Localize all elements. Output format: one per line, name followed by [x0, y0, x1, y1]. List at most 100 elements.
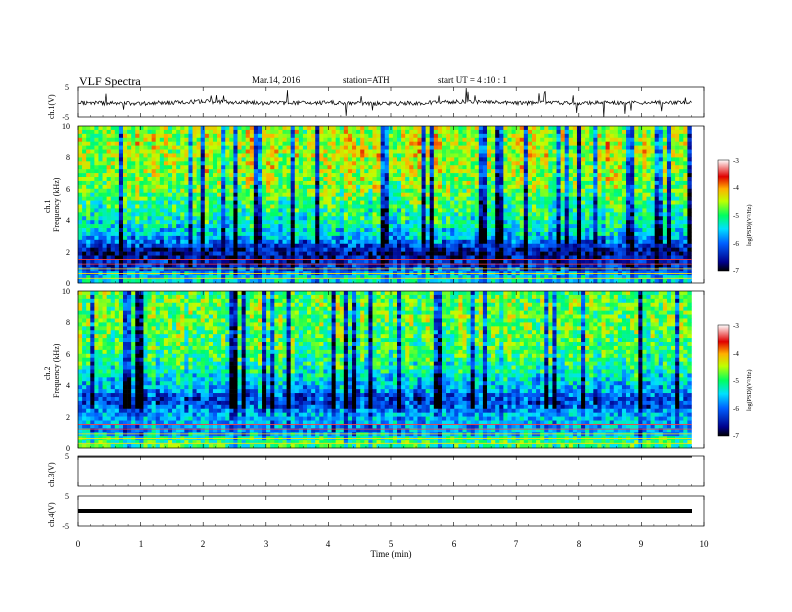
- spectrogram-cell: [442, 200, 447, 205]
- spectrogram-cell: [499, 149, 504, 154]
- spectrogram-cell: [155, 153, 161, 158]
- spectrogram-cell: [131, 141, 136, 146]
- spectrogram-cell: [515, 157, 521, 162]
- spectrogram-cell: [466, 192, 471, 197]
- spectrogram-cell: [147, 239, 152, 245]
- spectrogram-cell: [658, 129, 664, 135]
- spectrogram-cell: [249, 192, 255, 197]
- spectrogram-cell: [257, 129, 263, 135]
- spectrogram-cell: [163, 228, 169, 233]
- spectrogram-cell: [401, 161, 406, 166]
- spectrogram-cell: [347, 251, 353, 256]
- spectrogram-cell: [626, 129, 631, 135]
- spectrogram-cell: [98, 251, 103, 256]
- spectrogram-cell: [233, 216, 238, 221]
- spectrogram-cell: [290, 200, 296, 205]
- spectrogram-cell: [478, 196, 484, 201]
- spectrogram-cell: [470, 235, 476, 241]
- spectrogram-cell: [646, 137, 651, 142]
- spectrogram-cell: [581, 129, 586, 135]
- spectrogram-cell: [180, 224, 185, 229]
- spectrogram-cell: [482, 239, 488, 245]
- spectrogram-cell: [609, 126, 615, 131]
- spectrogram-cell: [110, 180, 116, 186]
- spectrogram-cell: [188, 137, 193, 142]
- spectrogram-cell: [290, 169, 296, 174]
- spectrogram-cell: [307, 200, 312, 205]
- spectrogram-cell: [605, 133, 610, 139]
- spectrogram-cell: [208, 220, 214, 225]
- spectrogram-cell: [458, 208, 463, 213]
- spectrogram-cell: [102, 200, 107, 205]
- spectrogram-cell: [523, 196, 529, 201]
- spectrogram-cell: [462, 165, 467, 170]
- spectrogram-cell: [147, 145, 152, 150]
- spectrogram-cell: [388, 224, 394, 229]
- spectrogram-cell: [172, 239, 177, 245]
- spectrogram-cell: [262, 184, 267, 190]
- spectrogram-cell: [470, 243, 476, 248]
- spectrogram-cell: [302, 224, 308, 229]
- spectrogram-cell: [646, 157, 651, 162]
- spectrogram-cell: [585, 153, 590, 158]
- spectrogram-cell: [466, 141, 471, 146]
- spectrogram-cell: [192, 149, 197, 154]
- spectrogram-cell: [462, 180, 467, 186]
- spectrogram-cell: [491, 204, 496, 209]
- spectrogram-cell: [192, 235, 197, 241]
- spectrogram-cell: [90, 231, 95, 237]
- spectrogram-cell: [474, 141, 480, 146]
- spectrogram-cell: [548, 188, 553, 194]
- spectrogram-cell: [544, 165, 549, 170]
- spectrogram-cell: [262, 153, 267, 158]
- spectrogram-cell: [511, 208, 516, 213]
- spectrogram-cell: [671, 208, 676, 213]
- spectrogram-cell: [576, 133, 582, 139]
- spectrogram-cell: [90, 137, 95, 142]
- spectrogram-cell: [675, 247, 680, 252]
- spectrogram-cell: [262, 200, 267, 205]
- spectrogram-cell: [499, 220, 504, 225]
- spectrogram-cell: [658, 247, 664, 252]
- spectrogram-cell: [151, 216, 157, 221]
- spectrogram-cell: [662, 133, 668, 139]
- spectrogram-cell: [114, 177, 120, 182]
- spectrogram-cell: [262, 220, 267, 225]
- spectrogram-cell: [225, 149, 230, 154]
- spectrogram-cell: [90, 243, 95, 248]
- spectrogram-cell: [617, 180, 623, 186]
- spectrogram-cell: [135, 235, 140, 241]
- spectrogram-cell: [564, 161, 570, 166]
- spectrogram-cell: [364, 224, 369, 229]
- spectrogram-cell: [106, 188, 112, 194]
- spectrogram-cell: [634, 137, 639, 142]
- spectrogram-cell: [650, 133, 655, 139]
- spectrogram-cell: [491, 243, 496, 248]
- spectrogram-cell: [613, 224, 619, 229]
- spectrogram-cell: [200, 137, 206, 142]
- spectrogram-cell: [188, 169, 193, 174]
- spectrogram-cell: [257, 153, 263, 158]
- spectrogram-cell: [413, 188, 418, 194]
- spectrogram-cell: [221, 126, 226, 131]
- spectrogram-cell: [413, 141, 418, 146]
- spectrogram-cell: [127, 239, 132, 245]
- spectrogram-cell: [147, 235, 152, 241]
- spectrogram-cell: [270, 220, 275, 225]
- spectrogram-cell: [372, 149, 377, 154]
- spectrogram-cell: [585, 188, 590, 194]
- spectrogram-cell: [515, 235, 521, 241]
- spectrogram-cell: [176, 251, 181, 256]
- spectrogram-cell: [233, 173, 238, 178]
- spectrogram-cell: [335, 239, 341, 245]
- spectrogram-cell: [339, 247, 345, 252]
- spectrogram-cell: [364, 169, 369, 174]
- spectrogram-cell: [302, 161, 308, 166]
- spectrogram-cell: [511, 180, 516, 186]
- spectrogram-cell: [560, 247, 565, 252]
- spectrogram-cell: [548, 180, 553, 186]
- spectrogram-cell: [409, 220, 414, 225]
- spectrogram-cell: [556, 228, 561, 233]
- spectrogram-cell: [450, 224, 455, 229]
- spectrogram-cell: [523, 133, 529, 139]
